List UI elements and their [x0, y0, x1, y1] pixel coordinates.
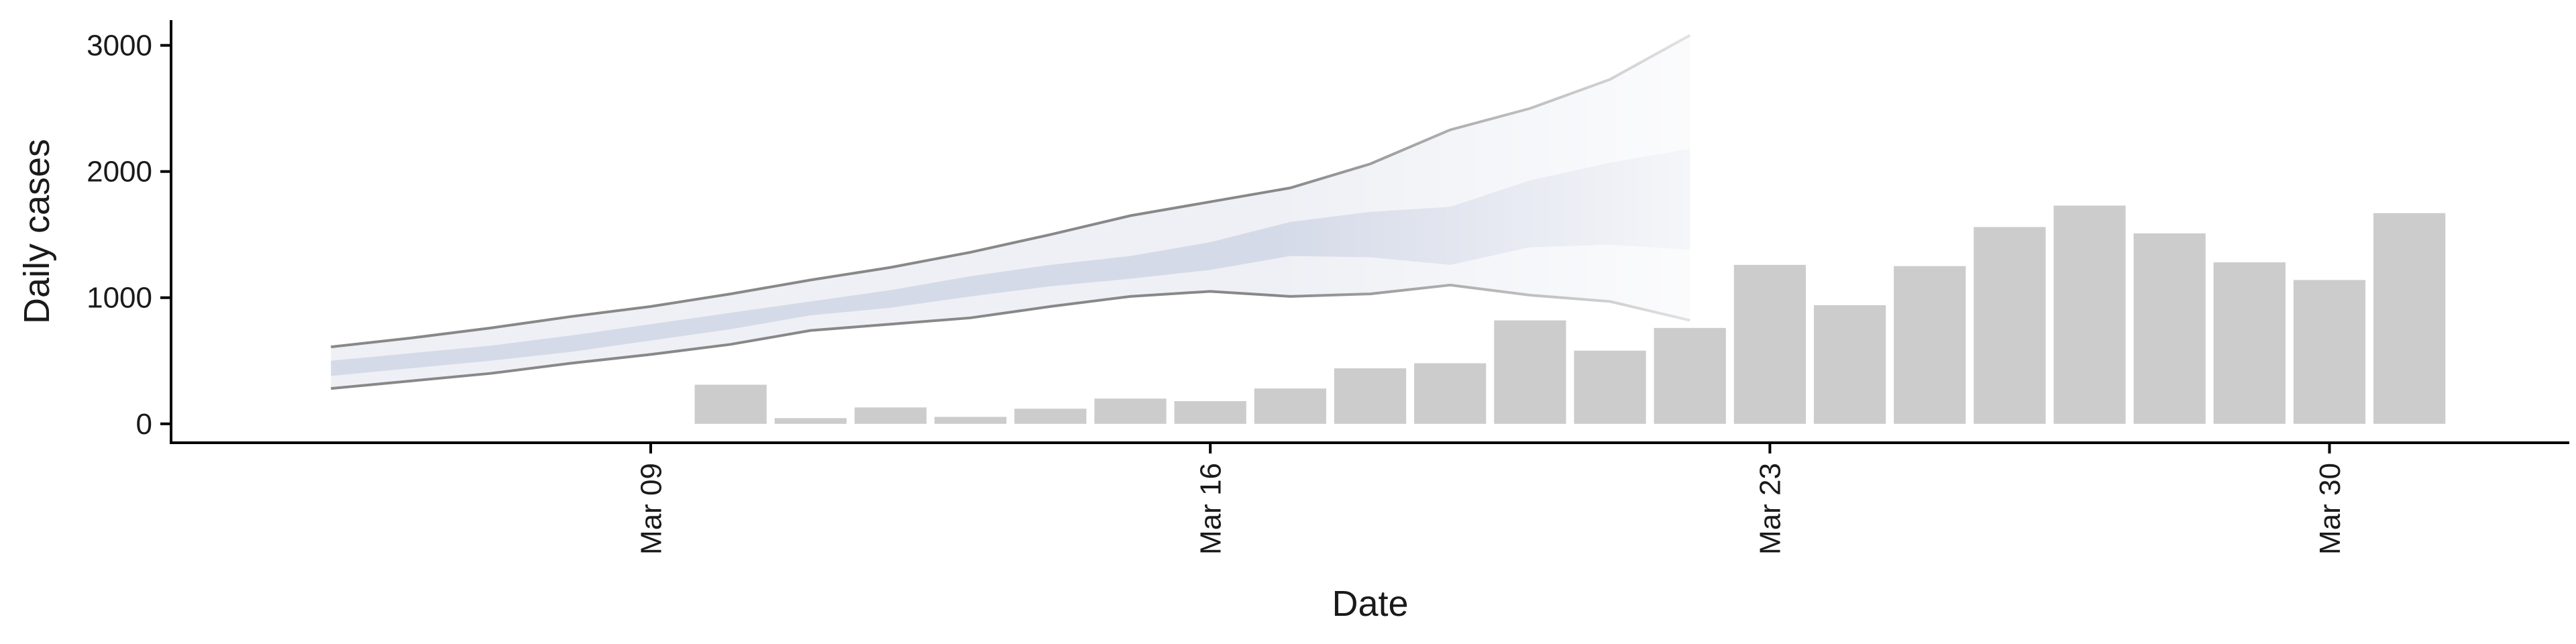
bar-2020-03-11 — [774, 418, 847, 424]
forecast-ribbon — [331, 34, 1691, 390]
bar-2020-03-26 — [1974, 227, 2046, 424]
x-tick-label-2020-03-16: Mar 16 — [1195, 463, 1228, 555]
inner-interval-band — [331, 148, 1690, 376]
bar-2020-03-15 — [1094, 398, 1167, 424]
bar-2020-03-24 — [1813, 305, 1886, 424]
bar-2020-03-16 — [1174, 400, 1246, 424]
bar-2020-03-19 — [1414, 363, 1487, 424]
daily-case-bars — [694, 205, 2446, 424]
bar-2020-03-25 — [1894, 266, 1966, 424]
y-axis-title: Daily cases — [17, 139, 57, 324]
y-tick-label-3000: 3000 — [87, 30, 152, 62]
bar-2020-03-30 — [2293, 280, 2366, 424]
bar-2020-03-17 — [1254, 388, 1326, 424]
bar-2020-03-27 — [2053, 205, 2126, 424]
x-axis-title: Date — [1332, 584, 1408, 624]
bar-2020-03-20 — [1494, 320, 1566, 424]
upper-bound-line — [331, 34, 1691, 349]
bar-2020-03-12 — [854, 407, 927, 424]
bar-2020-03-21 — [1574, 350, 1646, 424]
bar-2020-03-13 — [934, 417, 1007, 424]
lower-bound-line — [331, 283, 1690, 390]
y-tick-label-1000: 1000 — [87, 282, 152, 315]
x-tick-label-2020-03-30: Mar 30 — [2314, 463, 2347, 555]
bar-2020-03-28 — [2133, 233, 2206, 424]
x-tick-label-2020-03-23: Mar 23 — [1754, 463, 1787, 555]
axes: 0 1000 2000 3000 Mar 09 Mar 16 Mar 23 Mar 30 — [87, 20, 2569, 555]
bar-2020-03-14 — [1014, 409, 1087, 424]
bar-2020-03-23 — [1733, 264, 1806, 424]
x-tick-label-2020-03-09: Mar 09 — [635, 463, 667, 555]
bar-2020-03-22 — [1654, 327, 1726, 424]
bar-2020-03-29 — [2213, 262, 2286, 424]
bar-2020-03-31 — [2373, 213, 2446, 424]
bar-2020-03-10 — [694, 384, 767, 424]
y-tick-label-0: 0 — [136, 408, 152, 441]
bar-2020-03-18 — [1334, 368, 1407, 424]
y-tick-label-2000: 2000 — [87, 156, 152, 189]
